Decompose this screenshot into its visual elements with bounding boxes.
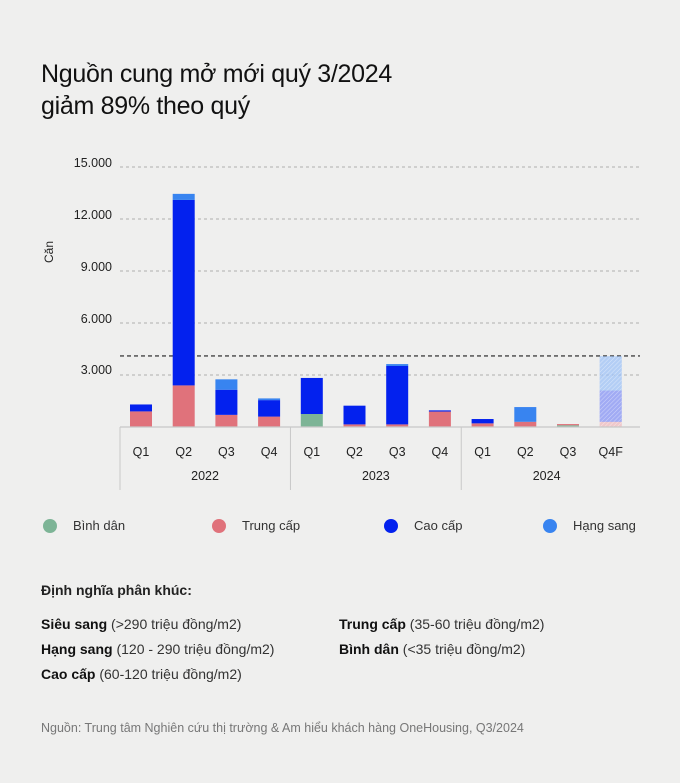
bar-segment xyxy=(428,410,451,412)
legend-swatch xyxy=(543,518,557,533)
bar-segment xyxy=(130,404,152,412)
bar-segment xyxy=(215,389,238,415)
title-line-1: Nguồn cung mở mới quý 3/2024 xyxy=(41,60,392,88)
bar-segment xyxy=(172,385,195,427)
bar-segment xyxy=(258,400,281,417)
x-tick-label: Q3 xyxy=(389,445,406,459)
definition-cao-cap: Cao cấp (60-120 triệu đồng/m2) xyxy=(41,666,242,682)
y-tick-label: 6.000 xyxy=(81,312,112,326)
forecast-hatch xyxy=(599,356,622,391)
bar-segment xyxy=(258,398,281,401)
definition-name: Trung cấp xyxy=(339,616,406,632)
stacked-bar-chart: Căn 15.000 12.000 9.000 6.000 3.000 Q1 Q2 Q3 Q4… xyxy=(42,156,640,490)
bar-segment xyxy=(428,411,451,427)
bar-segment xyxy=(300,377,323,414)
x-tick-label: Q2 xyxy=(175,445,192,459)
bar-segment xyxy=(172,193,195,200)
definition-range: (<35 triệu đồng/m2) xyxy=(402,641,526,657)
legend-label: Cao cấp xyxy=(414,518,463,533)
source-note: Nguồn: Trung tâm Nghiên cứu thị trường &… xyxy=(41,721,524,735)
definition-name: Siêu sang xyxy=(41,616,108,632)
x-tick-label: Q1 xyxy=(474,445,491,459)
definition-sieu-sang: Siêu sang (>290 triệu đồng/m2) xyxy=(41,616,241,632)
legend-label: Trung cấp xyxy=(242,518,301,533)
y-tick-label: 15.000 xyxy=(74,156,112,170)
x-tick-label: Q3 xyxy=(218,445,235,459)
legend-swatch xyxy=(43,518,57,533)
bar-segment xyxy=(343,405,366,425)
x-tick-label: Q4F xyxy=(599,445,624,459)
x-tick-label: Q2 xyxy=(517,445,534,459)
bar-segment xyxy=(386,365,409,425)
segment-definitions: Định nghĩa phân khúc: xyxy=(41,582,192,612)
definition-range: (35-60 triệu đồng/m2) xyxy=(409,616,545,632)
legend-swatch xyxy=(384,518,398,533)
bar-segment xyxy=(343,424,366,427)
bar-segment xyxy=(130,411,152,427)
x-group-label: 2023 xyxy=(362,469,390,483)
definition-name: Hạng sang xyxy=(41,641,113,657)
bar-segment xyxy=(514,407,537,422)
bar-segment xyxy=(471,423,494,427)
definition-trung-cap: Trung cấp (35-60 triệu đồng/m2) xyxy=(339,616,544,632)
y-tick-label: 9.000 xyxy=(81,260,112,274)
legend-label: Hạng sang xyxy=(573,518,636,533)
legend-item-binh-dan: Bình dân xyxy=(43,518,125,533)
definitions-title: Định nghĩa phân khúc: xyxy=(41,582,192,598)
bar-segment xyxy=(172,199,195,386)
legend-item-hang-sang: Hạng sang xyxy=(543,518,636,533)
definition-range: (>290 triệu đồng/m2) xyxy=(111,616,242,632)
bar-segment xyxy=(386,364,409,366)
legend-swatch xyxy=(212,518,226,533)
legend: Bình dân Trung cấp Cao cấp Hạng sang xyxy=(0,518,680,542)
legend-item-trung-cap: Trung cấp xyxy=(212,518,300,533)
bar-segment xyxy=(258,416,281,427)
bar-segment xyxy=(386,424,409,427)
bar-segment xyxy=(215,379,238,390)
forecast-hatch xyxy=(599,421,622,427)
bar-segment xyxy=(557,425,579,427)
title-line-2: giảm 89% theo quý xyxy=(41,92,250,120)
chart-title: Nguồn cung mở mới quý 3/2024 giảm 89% th… xyxy=(41,58,392,122)
x-group-label: 2024 xyxy=(533,469,561,483)
forecast-hatch xyxy=(599,390,622,422)
bar-segment xyxy=(300,414,323,427)
bar-segment xyxy=(557,424,579,426)
legend-label: Bình dân xyxy=(73,518,126,533)
definition-name: Bình dân xyxy=(339,641,399,657)
x-tick-label: Q1 xyxy=(133,445,150,459)
definition-hang-sang: Hạng sang (120 - 290 triệu đồng/m2) xyxy=(41,641,274,657)
x-tick-label: Q4 xyxy=(261,445,278,459)
definition-range: (60-120 triệu đồng/m2) xyxy=(99,666,242,682)
bar-segment xyxy=(215,414,238,427)
x-tick-label: Q1 xyxy=(303,445,320,459)
y-tick-label: 12.000 xyxy=(74,208,112,222)
x-tick-label: Q3 xyxy=(560,445,577,459)
x-tick-label: Q2 xyxy=(346,445,363,459)
x-group-label: 2022 xyxy=(191,469,219,483)
legend-item-cao-cap: Cao cấp xyxy=(384,518,462,533)
bar-segment xyxy=(471,419,494,424)
x-tick-label: Q4 xyxy=(432,445,449,459)
definition-range: (120 - 290 triệu đồng/m2) xyxy=(116,641,275,657)
y-tick-label: 3.000 xyxy=(81,363,112,377)
definition-name: Cao cấp xyxy=(41,666,96,682)
definition-binh-dan: Bình dân (<35 triệu đồng/m2) xyxy=(339,641,525,657)
bar-segment xyxy=(514,421,537,427)
y-axis-label: Căn xyxy=(42,241,56,263)
